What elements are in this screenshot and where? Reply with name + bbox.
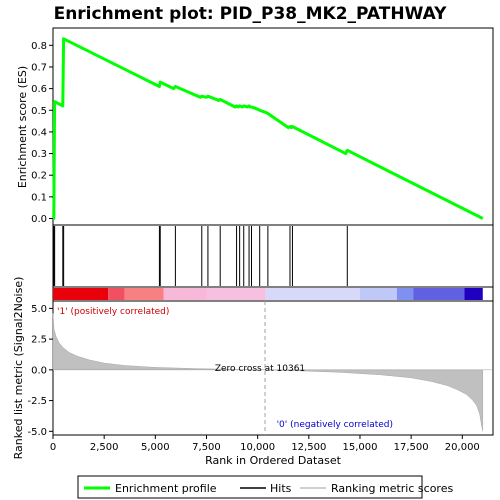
legend-hits-label: Hits: [270, 482, 292, 495]
es-y-tick-label: 0.5: [31, 106, 47, 117]
es-y-tick-label: 0.6: [31, 84, 47, 95]
legend: Enrichment profile Hits Ranking metric s…: [77, 475, 453, 499]
x-tick-label: 2,500: [90, 442, 119, 453]
ranked-axis-label: Ranked list metric (Signal2Noise): [12, 277, 25, 460]
es-y-tick-label: 0.2: [31, 171, 47, 182]
heatmap-bar-group: [53, 288, 483, 300]
x-tick-label: 12,500: [291, 442, 326, 453]
ranked-y-tick-label: 5.0: [31, 304, 47, 315]
x-tick-label: 5,000: [141, 442, 170, 453]
hits-panel-frame: [52, 224, 494, 288]
x-tick-label: 7,500: [192, 442, 221, 453]
legend-enrichment-label: Enrichment profile: [115, 482, 217, 495]
x-tick-label: 0: [50, 442, 56, 453]
ranked-y-tick-label: 0.0: [31, 365, 47, 376]
es-y-tick-label: 0.8: [31, 41, 47, 52]
zero-cross-label: Zero cross at 10361: [215, 364, 305, 374]
es-y-tick-label: 0.3: [31, 149, 47, 160]
ranking-metric-area: [52, 313, 484, 432]
heatmap-segment: [413, 288, 465, 300]
es-y-tick-label: 0.1: [31, 192, 47, 203]
ranked-y-tick-label: -2.5: [27, 396, 47, 407]
es-y-tick-label: 0.4: [31, 127, 47, 138]
enrichment-profile-line: [52, 37, 484, 220]
es-y-tick-label: 0.0: [31, 214, 47, 225]
negative-correlation-label: '0' (negatively correlated): [277, 420, 393, 430]
chart-title: Enrichment plot: PID_P38_MK2_PATHWAY: [54, 4, 448, 24]
ranked-list-group: [52, 301, 493, 435]
x-tick-label: 17,500: [394, 442, 429, 453]
heatmap-segment: [265, 288, 360, 300]
heatmap-segment: [108, 288, 125, 300]
x-axis-label: Rank in Ordered Dataset: [205, 454, 342, 467]
x-tick-label: 10,000: [240, 442, 275, 453]
es-y-tick-label: 0.7: [31, 62, 47, 73]
enrichment-panel-frame: [52, 27, 494, 226]
heatmap-segment: [396, 288, 414, 300]
heatmap-segment: [163, 288, 207, 300]
es-axis-label: Enrichment score (ES): [16, 66, 29, 188]
legend-frame: [77, 475, 423, 499]
heatmap-segment: [359, 288, 397, 300]
x-tick-label: 20,000: [445, 442, 480, 453]
heatmap-segment: [464, 288, 483, 300]
hits-group: [53, 226, 348, 286]
axes-group: 0.0 0.1 0.2 0.3 0.4 0.5 0.6 0.7 0.8 5.0 2.5 0.0 -2.5…: [27, 41, 479, 453]
legend-ranking-label: Ranking metric scores: [331, 482, 453, 495]
positive-correlation-label: '1' (positively correlated): [57, 307, 169, 317]
x-tick-label: 15,000: [342, 442, 377, 453]
ranked-y-tick-label: 2.5: [31, 335, 47, 346]
heatmap-segment: [206, 288, 266, 300]
ranked-y-tick-label: -5.0: [27, 427, 47, 438]
heatmap-segment: [124, 288, 164, 300]
heatmap-segment: [53, 288, 109, 300]
enrichment-series-group: [52, 37, 484, 220]
